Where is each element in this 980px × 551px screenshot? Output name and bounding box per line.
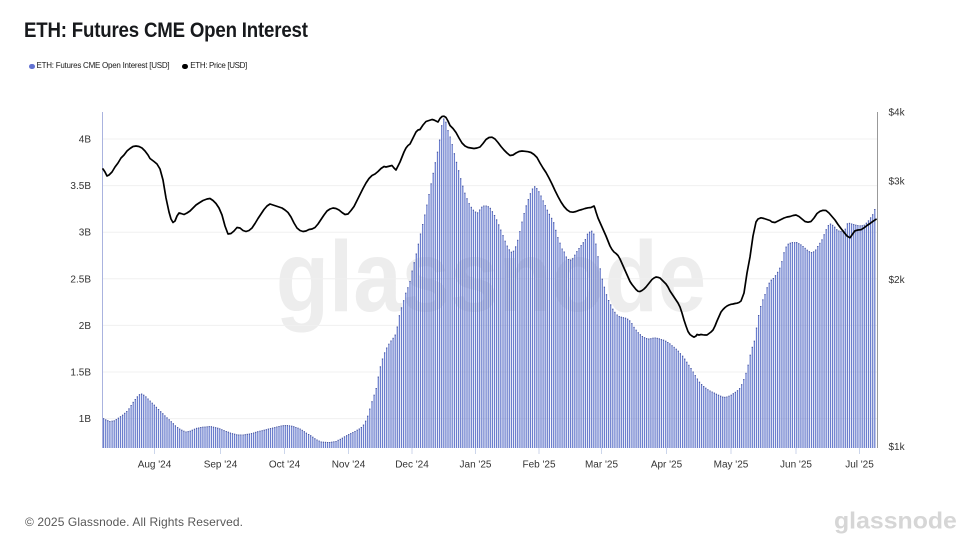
svg-text:May '25: May '25 [714, 460, 749, 471]
svg-text:4B: 4B [79, 135, 92, 146]
svg-text:1.5B: 1.5B [70, 368, 91, 379]
svg-text:3B: 3B [79, 228, 92, 239]
svg-text:Mar '25: Mar '25 [585, 460, 618, 471]
svg-text:$3k: $3k [889, 177, 906, 188]
svg-text:Jul '25: Jul '25 [845, 460, 874, 471]
svg-text:2B: 2B [79, 321, 92, 332]
svg-text:Oct '24: Oct '24 [269, 460, 301, 471]
svg-text:2.5B: 2.5B [70, 274, 91, 285]
svg-text:Aug '24: Aug '24 [138, 460, 172, 471]
svg-text:3.5B: 3.5B [70, 181, 91, 192]
svg-text:$4k: $4k [889, 108, 906, 119]
svg-text:Sep '24: Sep '24 [204, 460, 238, 471]
svg-text:1B: 1B [79, 414, 92, 425]
svg-text:Nov '24: Nov '24 [332, 460, 366, 471]
svg-text:$2k: $2k [889, 275, 906, 286]
svg-text:$1k: $1k [889, 442, 906, 453]
svg-text:Apr '25: Apr '25 [651, 460, 683, 471]
svg-text:glassnode: glassnode [276, 220, 706, 332]
svg-text:Dec '24: Dec '24 [395, 460, 429, 471]
svg-text:Feb '25: Feb '25 [522, 460, 555, 471]
svg-text:Jan '25: Jan '25 [460, 460, 492, 471]
svg-text:Jun '25: Jun '25 [780, 460, 812, 471]
